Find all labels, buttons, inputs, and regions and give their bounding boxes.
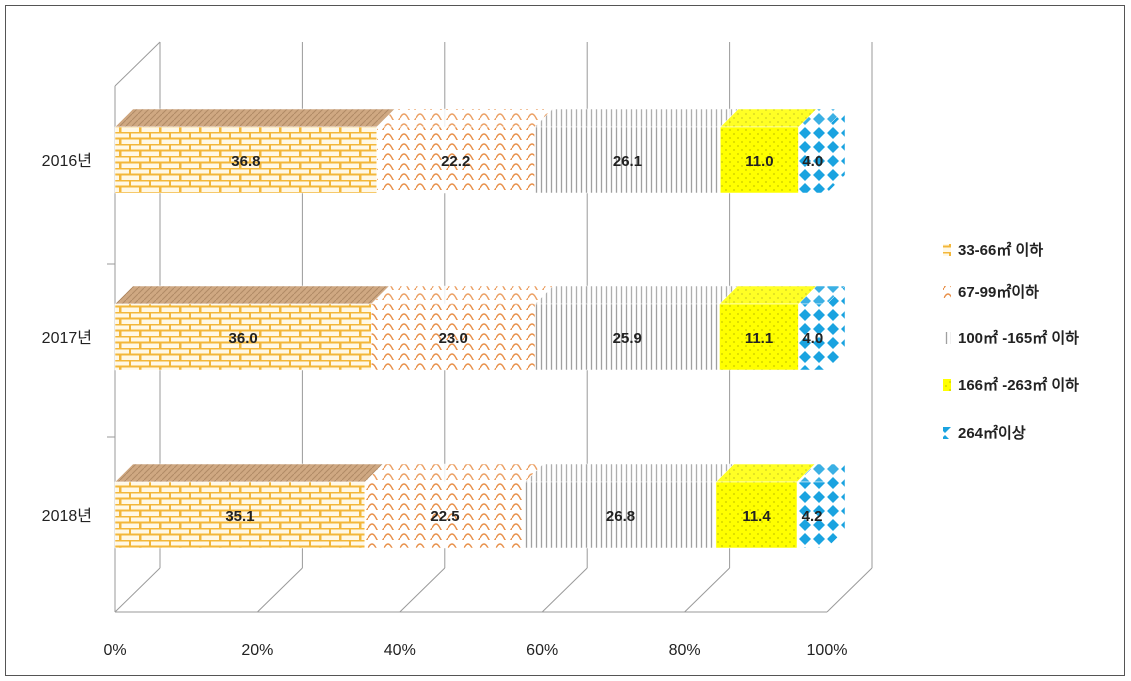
bar-top-face bbox=[114, 463, 384, 483]
floor-gridline bbox=[257, 567, 303, 613]
bar-segment bbox=[798, 126, 828, 194]
floor-gridline bbox=[114, 567, 161, 613]
data-label: 36.8 bbox=[231, 153, 260, 170]
wall-edge bbox=[114, 41, 161, 87]
bar-segment bbox=[376, 126, 535, 194]
bar-top-face bbox=[364, 463, 544, 483]
data-label: 4.2 bbox=[802, 508, 823, 525]
legend-label: 264㎡이상 bbox=[958, 424, 1026, 442]
legend-label: 67-99㎡이하 bbox=[958, 283, 1039, 301]
bar-side-face bbox=[826, 285, 846, 371]
floor-gridline bbox=[399, 567, 446, 613]
bar-side-face bbox=[826, 108, 846, 194]
data-label: 25.9 bbox=[613, 330, 642, 347]
legend-label: 166㎡ -263㎡ 이하 bbox=[958, 376, 1079, 394]
bar-segment bbox=[524, 481, 717, 549]
bar-segment bbox=[364, 481, 526, 549]
x-tick-label: 20% bbox=[241, 642, 273, 659]
data-label: 4.0 bbox=[802, 153, 823, 170]
category-label: 2018년 bbox=[42, 507, 92, 525]
bar-segment bbox=[114, 126, 378, 194]
legend-swatch bbox=[943, 332, 951, 344]
bar-segment bbox=[719, 303, 799, 371]
bar-top-face bbox=[114, 285, 390, 305]
legend-swatch bbox=[943, 427, 951, 439]
x-tick-label: 0% bbox=[103, 642, 126, 659]
bar-top-face bbox=[524, 463, 735, 483]
data-label: 26.1 bbox=[613, 153, 642, 170]
data-label: 23.0 bbox=[439, 330, 468, 347]
data-label: 11.4 bbox=[742, 508, 771, 525]
legend-label: 33-66㎡ 이하 bbox=[958, 241, 1043, 259]
x-tick-label: 60% bbox=[526, 642, 558, 659]
bar-segment bbox=[798, 303, 828, 371]
legend-label: 100㎡ -165㎡ 이하 bbox=[958, 329, 1079, 347]
bar-segment bbox=[534, 303, 720, 371]
data-label: 36.0 bbox=[229, 330, 258, 347]
bar-top-face bbox=[370, 285, 554, 305]
data-label: 4.0 bbox=[802, 330, 823, 347]
x-tick-label: 40% bbox=[384, 642, 416, 659]
data-label: 22.5 bbox=[430, 508, 459, 525]
legend-swatch bbox=[943, 244, 951, 256]
bar-side-face bbox=[826, 463, 846, 549]
bar-segment bbox=[371, 303, 536, 371]
bar-segment bbox=[715, 481, 798, 549]
category-label: 2017년 bbox=[42, 329, 92, 347]
data-label: 26.8 bbox=[606, 508, 635, 525]
bar-segment bbox=[534, 126, 721, 194]
bar-segment bbox=[114, 481, 366, 549]
bar-top-face bbox=[534, 108, 739, 128]
bar-top-face bbox=[376, 108, 554, 128]
data-label: 11.0 bbox=[745, 153, 773, 170]
bar-segment bbox=[720, 126, 799, 194]
data-label: 22.2 bbox=[441, 153, 470, 170]
bar-top-face bbox=[114, 108, 396, 128]
data-label: 11.1 bbox=[745, 330, 773, 347]
x-tick-label: 100% bbox=[807, 642, 848, 659]
category-label: 2016년 bbox=[42, 152, 92, 170]
data-label: 35.1 bbox=[225, 508, 254, 525]
x-tick-label: 80% bbox=[669, 642, 701, 659]
floor-gridline bbox=[826, 567, 873, 613]
bar-segment bbox=[796, 481, 828, 549]
legend-swatch bbox=[943, 379, 951, 391]
bar-top-face bbox=[534, 285, 739, 305]
floor-gridline bbox=[684, 567, 730, 613]
floor-gridline bbox=[541, 567, 588, 613]
legend-swatch bbox=[943, 286, 951, 298]
